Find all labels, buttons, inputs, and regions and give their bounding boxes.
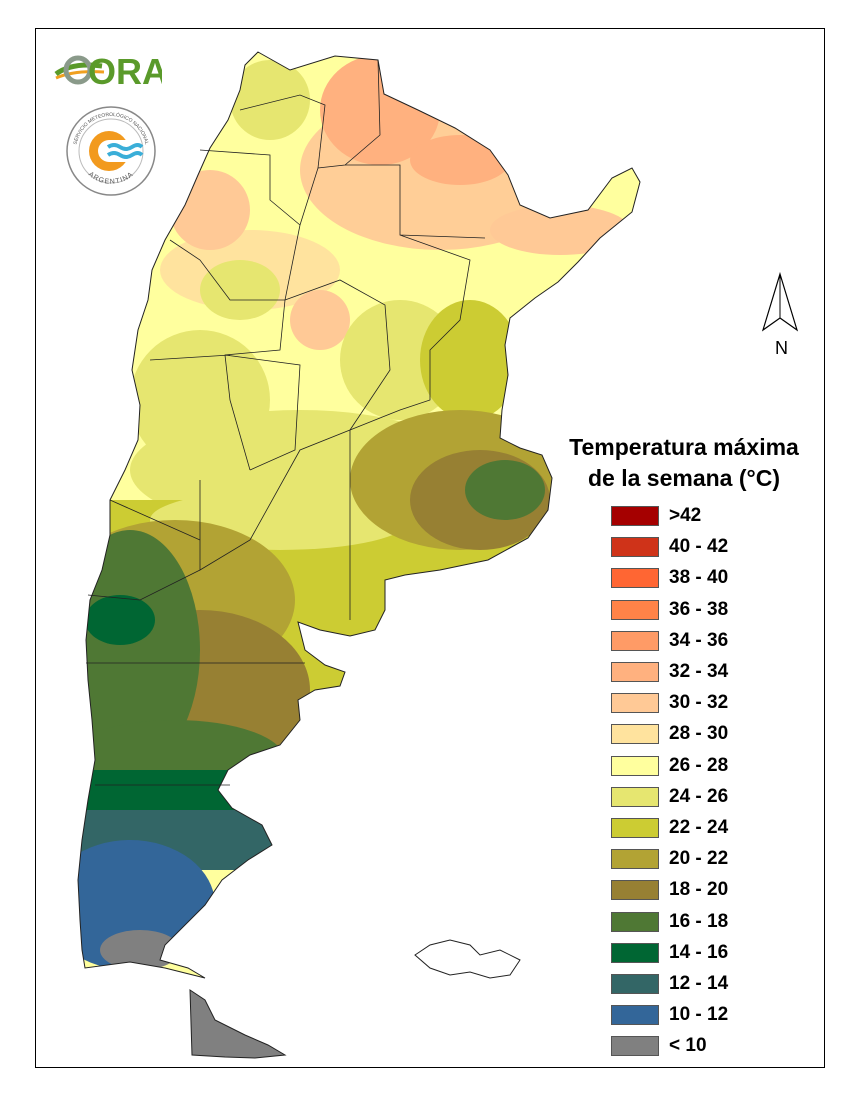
legend-swatch xyxy=(611,537,659,558)
legend-item: 40 - 42 xyxy=(611,535,811,559)
legend-label: 10 - 12 xyxy=(669,1004,729,1026)
legend-swatch xyxy=(611,880,659,901)
legend-item: 20 - 22 xyxy=(611,847,811,871)
legend-label: 22 - 24 xyxy=(669,817,729,838)
ora-logo-text: ORA xyxy=(88,51,162,92)
legend-label: 28 - 30 xyxy=(669,723,729,745)
legend-item: 24 - 26 xyxy=(611,785,811,809)
legend-item: 10 - 12 xyxy=(611,1003,811,1027)
map-frame xyxy=(35,28,825,1068)
legend-swatch xyxy=(611,818,659,838)
legend-title-line1: Temperatura máxima xyxy=(569,434,799,460)
legend-swatch xyxy=(611,974,659,994)
legend-label: 26 - 28 xyxy=(669,754,729,776)
legend-swatch xyxy=(611,630,659,651)
legend-item: 22 - 24 xyxy=(611,816,811,840)
legend-swatch xyxy=(611,786,659,807)
legend-swatch xyxy=(611,662,659,682)
legend-label: 36 - 38 xyxy=(669,598,729,620)
legend-item: 30 - 32 xyxy=(611,691,811,715)
legend-label: < 10 xyxy=(669,1035,707,1057)
legend: Temperatura máxima de la semana (°C) >42… xyxy=(548,432,828,1057)
legend-swatch xyxy=(611,849,659,870)
legend-label: 34 - 36 xyxy=(669,629,729,651)
legend-label: 38 - 40 xyxy=(669,567,729,589)
legend-item: 32 - 34 xyxy=(611,660,811,684)
legend-label: 20 - 22 xyxy=(669,848,729,870)
legend-item: >42 xyxy=(611,504,811,528)
legend-swatch xyxy=(611,755,659,776)
legend-item: 28 - 30 xyxy=(611,722,811,746)
legend-item: 36 - 38 xyxy=(611,598,811,622)
legend-swatch xyxy=(611,568,659,589)
legend-label: 18 - 20 xyxy=(669,879,729,901)
legend-swatch xyxy=(611,1036,659,1057)
legend-item: < 10 xyxy=(611,1034,811,1058)
legend-label: 12 - 14 xyxy=(669,973,729,994)
legend-swatch xyxy=(611,693,659,714)
legend-swatch xyxy=(611,506,659,526)
legend-item: 38 - 40 xyxy=(611,566,811,590)
legend-swatch xyxy=(611,724,659,745)
legend-item: 34 - 36 xyxy=(611,629,811,653)
legend-label: 40 - 42 xyxy=(669,536,729,558)
legend-swatch xyxy=(611,911,659,932)
legend-item: 18 - 20 xyxy=(611,878,811,902)
legend-item: 14 - 16 xyxy=(611,941,811,965)
legend-title: Temperatura máxima de la semana (°C) xyxy=(548,432,820,494)
north-label: N xyxy=(775,338,788,358)
legend-label: >42 xyxy=(669,505,702,526)
north-arrow-icon xyxy=(761,271,799,332)
ora-logo: ORA xyxy=(54,51,162,92)
legend-label: 16 - 18 xyxy=(669,910,729,932)
legend-label: 30 - 32 xyxy=(669,692,729,714)
legend-swatch xyxy=(611,942,659,963)
legend-item: 26 - 28 xyxy=(611,754,811,778)
legend-item: 12 - 14 xyxy=(611,972,811,996)
legend-swatch xyxy=(611,599,659,620)
legend-item: 16 - 18 xyxy=(611,910,811,934)
legend-swatch xyxy=(611,1005,659,1026)
legend-title-line2: de la semana (°C) xyxy=(588,465,780,491)
legend-label: 24 - 26 xyxy=(669,785,729,807)
legend-label: 14 - 16 xyxy=(669,941,729,963)
smn-logo: SERVICIO METEOROLÓGICO NACIONAL ARGENTIN… xyxy=(66,106,156,196)
legend-label: 32 - 34 xyxy=(669,661,729,682)
